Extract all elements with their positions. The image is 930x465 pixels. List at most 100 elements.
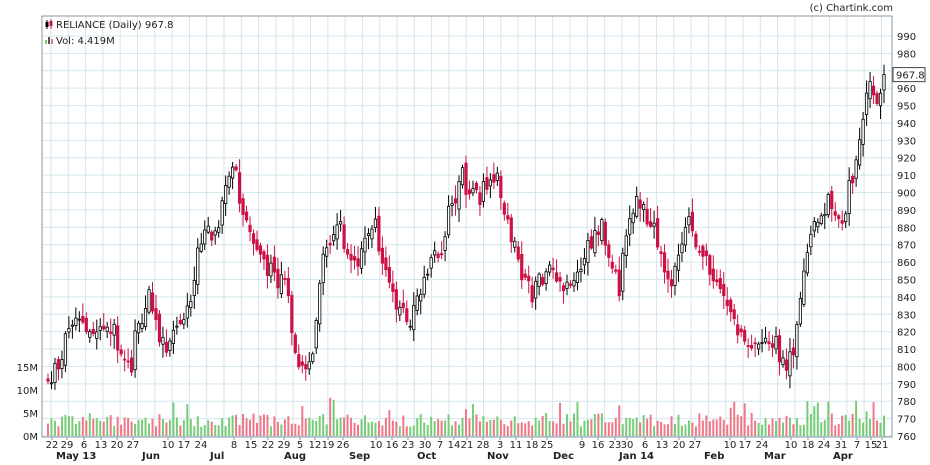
volume-bar xyxy=(778,417,781,436)
date-tick-label: 13 xyxy=(95,440,108,451)
volume-bar xyxy=(444,420,447,436)
price-candle xyxy=(102,312,106,332)
date-tick-label: 24 xyxy=(756,440,769,451)
month-label: Dec xyxy=(553,451,574,462)
price-candle xyxy=(729,297,733,322)
price-candle xyxy=(502,200,506,221)
date-tick-label: 21 xyxy=(876,440,889,451)
volume-bar xyxy=(391,420,394,436)
volume-bar xyxy=(116,416,119,436)
price-axis: 9909809709609509409309209109008908808708… xyxy=(897,32,916,443)
volume-bar xyxy=(360,419,363,436)
month-label: Jun xyxy=(141,451,160,462)
price-candle xyxy=(332,225,336,246)
volume-bar xyxy=(50,418,53,436)
volume-bar xyxy=(332,400,335,436)
volume-bar xyxy=(677,414,680,436)
volume-bar xyxy=(123,417,126,436)
volume-bar xyxy=(175,417,178,436)
price-candle xyxy=(258,242,263,263)
volume-bar xyxy=(883,415,885,436)
volume-bar xyxy=(172,402,175,436)
volume-bar xyxy=(879,422,882,436)
date-tick-label: 12 xyxy=(309,440,322,451)
price-candle xyxy=(628,205,632,247)
price-candle xyxy=(600,217,604,245)
volume-bar xyxy=(384,417,387,436)
volume-bar xyxy=(663,424,666,436)
price-candle xyxy=(875,90,879,106)
volume-bar xyxy=(280,424,283,436)
date-tick-label: 10 xyxy=(370,440,383,451)
price-candle xyxy=(607,240,611,267)
price-candle xyxy=(405,300,409,326)
volume-bar xyxy=(827,401,830,436)
volume-bar xyxy=(266,414,269,436)
price-candle xyxy=(516,240,520,263)
price-candle xyxy=(234,164,238,172)
volume-bar xyxy=(656,420,659,436)
price-candle xyxy=(649,208,653,229)
price-candle xyxy=(140,313,144,333)
price-candle xyxy=(460,164,465,189)
price-candle xyxy=(265,244,270,289)
volume-bar xyxy=(771,418,774,436)
price-tick-label: 770 xyxy=(897,415,916,426)
volume-bar xyxy=(611,422,614,436)
volume-bar xyxy=(670,416,673,436)
price-candle xyxy=(537,272,541,296)
month-label: Feb xyxy=(704,451,724,462)
price-candle xyxy=(387,255,391,289)
price-candle xyxy=(199,232,203,254)
volume-bar xyxy=(179,425,182,436)
volume-bar xyxy=(78,421,81,436)
volume-bar xyxy=(343,417,346,436)
price-candle xyxy=(854,155,858,187)
price-candle xyxy=(492,162,496,190)
price-candles xyxy=(46,64,886,390)
volume-bar xyxy=(426,424,429,436)
price-candle xyxy=(433,241,437,263)
price-tick-label: 820 xyxy=(897,328,916,339)
volume-bar xyxy=(95,418,98,436)
volume-bar xyxy=(775,420,778,436)
volume-bar xyxy=(855,400,858,436)
volume-bar xyxy=(576,401,579,436)
volume-bar xyxy=(458,424,461,436)
date-tick-label: 9 xyxy=(579,440,585,451)
price-candle xyxy=(453,185,458,216)
volume-bar xyxy=(471,404,474,436)
volume-bar xyxy=(357,424,360,436)
price-candle xyxy=(871,76,876,105)
price-candle xyxy=(548,260,552,277)
price-candle xyxy=(255,230,259,252)
price-candle xyxy=(544,268,548,291)
price-candle xyxy=(645,197,649,228)
volume-bar xyxy=(593,414,596,436)
volume-bar xyxy=(785,415,788,436)
price-tick-label: 930 xyxy=(897,136,916,147)
price-candle xyxy=(791,338,796,369)
price-candle xyxy=(98,318,102,341)
price-candle xyxy=(227,171,231,195)
date-tick-label: 21 xyxy=(461,440,474,451)
volume-bar xyxy=(876,420,879,436)
volume-bar xyxy=(747,425,750,436)
price-candle xyxy=(541,273,545,287)
price-candle xyxy=(74,307,78,331)
month-label: Jan 14 xyxy=(618,451,654,462)
volume-bar xyxy=(249,419,252,436)
volume-bar xyxy=(353,422,356,436)
price-candle xyxy=(46,373,50,385)
price-candle xyxy=(422,265,426,299)
volume-bar xyxy=(496,416,499,436)
price-candle xyxy=(300,355,304,374)
price-candle xyxy=(304,355,308,381)
volume-bar xyxy=(374,422,377,436)
volume-bar xyxy=(823,419,826,436)
price-candle xyxy=(189,294,193,317)
date-tick-label: 14 xyxy=(448,440,461,451)
price-candle xyxy=(467,180,472,200)
last-price-tag: 967.8 xyxy=(892,67,926,83)
volume-bar xyxy=(207,420,210,436)
